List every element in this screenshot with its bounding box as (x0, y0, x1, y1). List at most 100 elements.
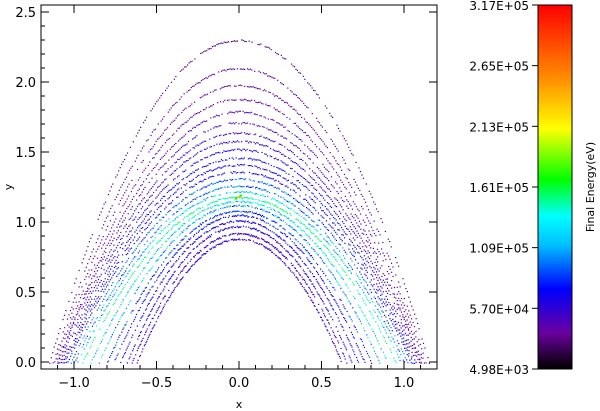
scatter-point (260, 231, 262, 233)
scatter-point (306, 242, 308, 244)
scatter-point (150, 195, 152, 197)
scatter-point (221, 143, 223, 145)
scatter-point (272, 185, 274, 187)
scatter-point (130, 353, 132, 355)
scatter-point (309, 204, 312, 207)
scatter-point (378, 304, 380, 306)
scatter-point (187, 140, 190, 143)
scatter-point (262, 232, 265, 234)
scatter-point (214, 209, 216, 211)
scatter-point (308, 203, 310, 205)
scatter-point (136, 278, 138, 280)
scatter-point (152, 146, 154, 148)
scatter-point (284, 146, 286, 148)
scatter-point (326, 194, 328, 196)
scatter-point (221, 152, 224, 154)
scatter-point (377, 230, 380, 233)
scatter-point (212, 91, 214, 93)
scatter-point (99, 328, 101, 330)
scatter-point (398, 290, 400, 293)
scatter-point (323, 314, 326, 316)
scatter-point (297, 263, 299, 265)
scatter-point (342, 229, 344, 231)
scatter-point (165, 128, 167, 130)
scatter-point (325, 255, 327, 257)
x-tick-label: −1.0 (58, 376, 90, 391)
scatter-point (144, 287, 146, 289)
scatter-point (236, 163, 239, 166)
scatter-point (326, 214, 328, 217)
scatter-point (296, 200, 299, 202)
scatter-point (181, 270, 183, 272)
scatter-point (145, 342, 147, 344)
scatter-point (345, 295, 347, 297)
scatter-point (388, 301, 390, 304)
scatter-point (306, 274, 308, 276)
scatter-point (206, 156, 209, 158)
scatter-point (104, 201, 107, 203)
scatter-point (85, 337, 87, 340)
scatter-point (364, 361, 366, 363)
scatter-point (263, 233, 265, 235)
scatter-point (189, 149, 191, 151)
scatter-point (183, 266, 186, 268)
scatter-point (245, 239, 247, 241)
scatter-point (229, 192, 231, 194)
scatter-point (367, 262, 370, 264)
scatter-point (325, 157, 328, 160)
scatter-point (151, 286, 153, 288)
scatter-point (235, 110, 237, 112)
scatter-point (104, 283, 106, 285)
scatter-point (418, 345, 420, 347)
scatter-point (169, 174, 171, 176)
scatter-point (147, 262, 150, 264)
scatter-point (298, 207, 300, 210)
scatter-point (209, 229, 211, 232)
scatter-point (85, 290, 87, 293)
scatter-point (201, 181, 203, 183)
scatter-point (391, 280, 393, 282)
scatter-point (205, 252, 207, 255)
scatter-point (109, 294, 111, 296)
scatter-point (331, 338, 333, 340)
scatter-point (161, 134, 163, 136)
scatter-point (115, 312, 117, 314)
scatter-point (122, 235, 124, 237)
scatter-point (188, 194, 191, 196)
scatter-point (417, 353, 419, 356)
scatter-point (320, 150, 322, 153)
scatter-point (368, 220, 370, 222)
scatter-point (326, 319, 328, 321)
scatter-point (380, 290, 382, 292)
scatter-point (314, 179, 316, 181)
scatter-point (199, 201, 201, 203)
scatter-point (194, 215, 197, 217)
scatter-point (211, 217, 214, 219)
scatter-point (337, 174, 339, 176)
scatter-point (255, 217, 258, 219)
scatter-point (250, 179, 252, 181)
scatter-point (342, 209, 344, 211)
scatter-point (215, 209, 217, 211)
scatter-point (330, 316, 332, 318)
scatter-point (268, 91, 270, 93)
scatter-point (169, 189, 171, 191)
scatter-point (152, 227, 154, 229)
scatter-point (132, 350, 134, 352)
scatter-point (109, 244, 111, 247)
scatter-point (389, 293, 391, 296)
scatter-point (296, 270, 298, 272)
scatter-point (237, 226, 239, 229)
scatter-point (75, 350, 78, 353)
scatter-point (283, 255, 285, 257)
scatter-point (312, 213, 314, 215)
scatter-point (259, 115, 261, 117)
scatter-point (188, 180, 191, 183)
scatter-point (254, 228, 256, 230)
scatter-point (285, 236, 288, 238)
scatter-point (184, 223, 186, 225)
scatter-point (181, 239, 183, 241)
scatter-point (135, 216, 137, 218)
scatter-point (148, 259, 151, 261)
scatter-point (144, 248, 146, 251)
